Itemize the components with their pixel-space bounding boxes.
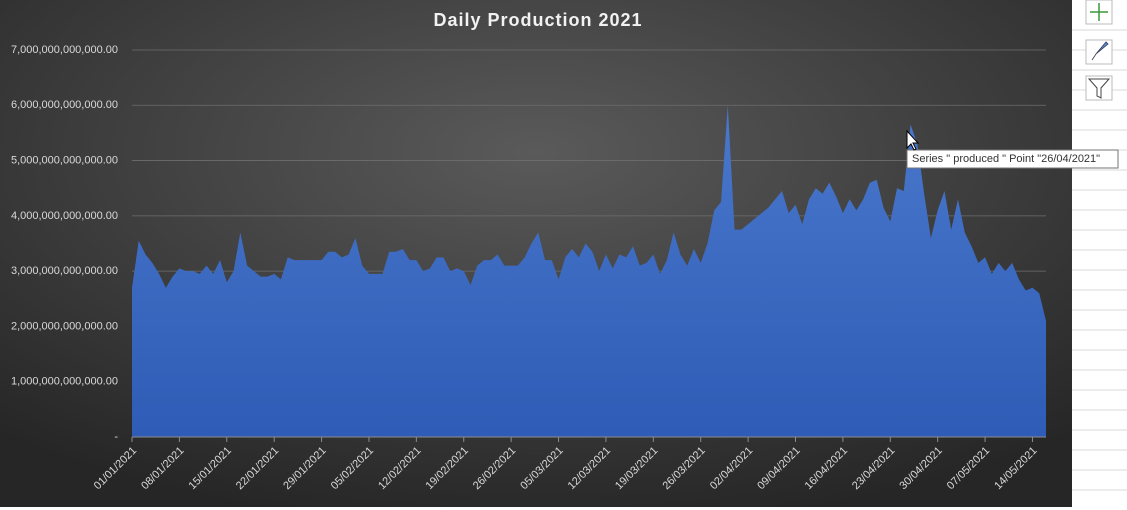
tooltip-box [906, 149, 1119, 169]
funnel-icon [1087, 78, 1111, 99]
y-tick-label: - [114, 431, 118, 443]
brush-icon [1091, 41, 1109, 61]
tooltip: Series " produced " Point "26/04/2021" [906, 129, 1119, 169]
chart-buttons[interactable] [1085, 0, 1113, 101]
y-tick-label: 2,000,000,000,000.00 [11, 320, 118, 332]
sheet-grid [1072, 29, 1127, 491]
plus-icon [1090, 3, 1108, 21]
y-tick-label: 5,000,000,000,000.00 [11, 154, 118, 166]
chart-title: Daily Production 2021 [433, 10, 642, 30]
area [132, 105, 1046, 438]
tooltip-text: Series " produced " Point "26/04/2021" [912, 153, 1100, 165]
y-tick-label: 6,000,000,000,000.00 [11, 99, 118, 111]
y-tick-label: 3,000,000,000,000.00 [11, 265, 118, 277]
y-tick-label: 1,000,000,000,000.00 [11, 376, 118, 388]
cursor [906, 129, 920, 151]
y-tick-label: 7,000,000,000,000.00 [11, 44, 118, 56]
y-tick-label: 4,000,000,000,000.00 [11, 210, 118, 222]
